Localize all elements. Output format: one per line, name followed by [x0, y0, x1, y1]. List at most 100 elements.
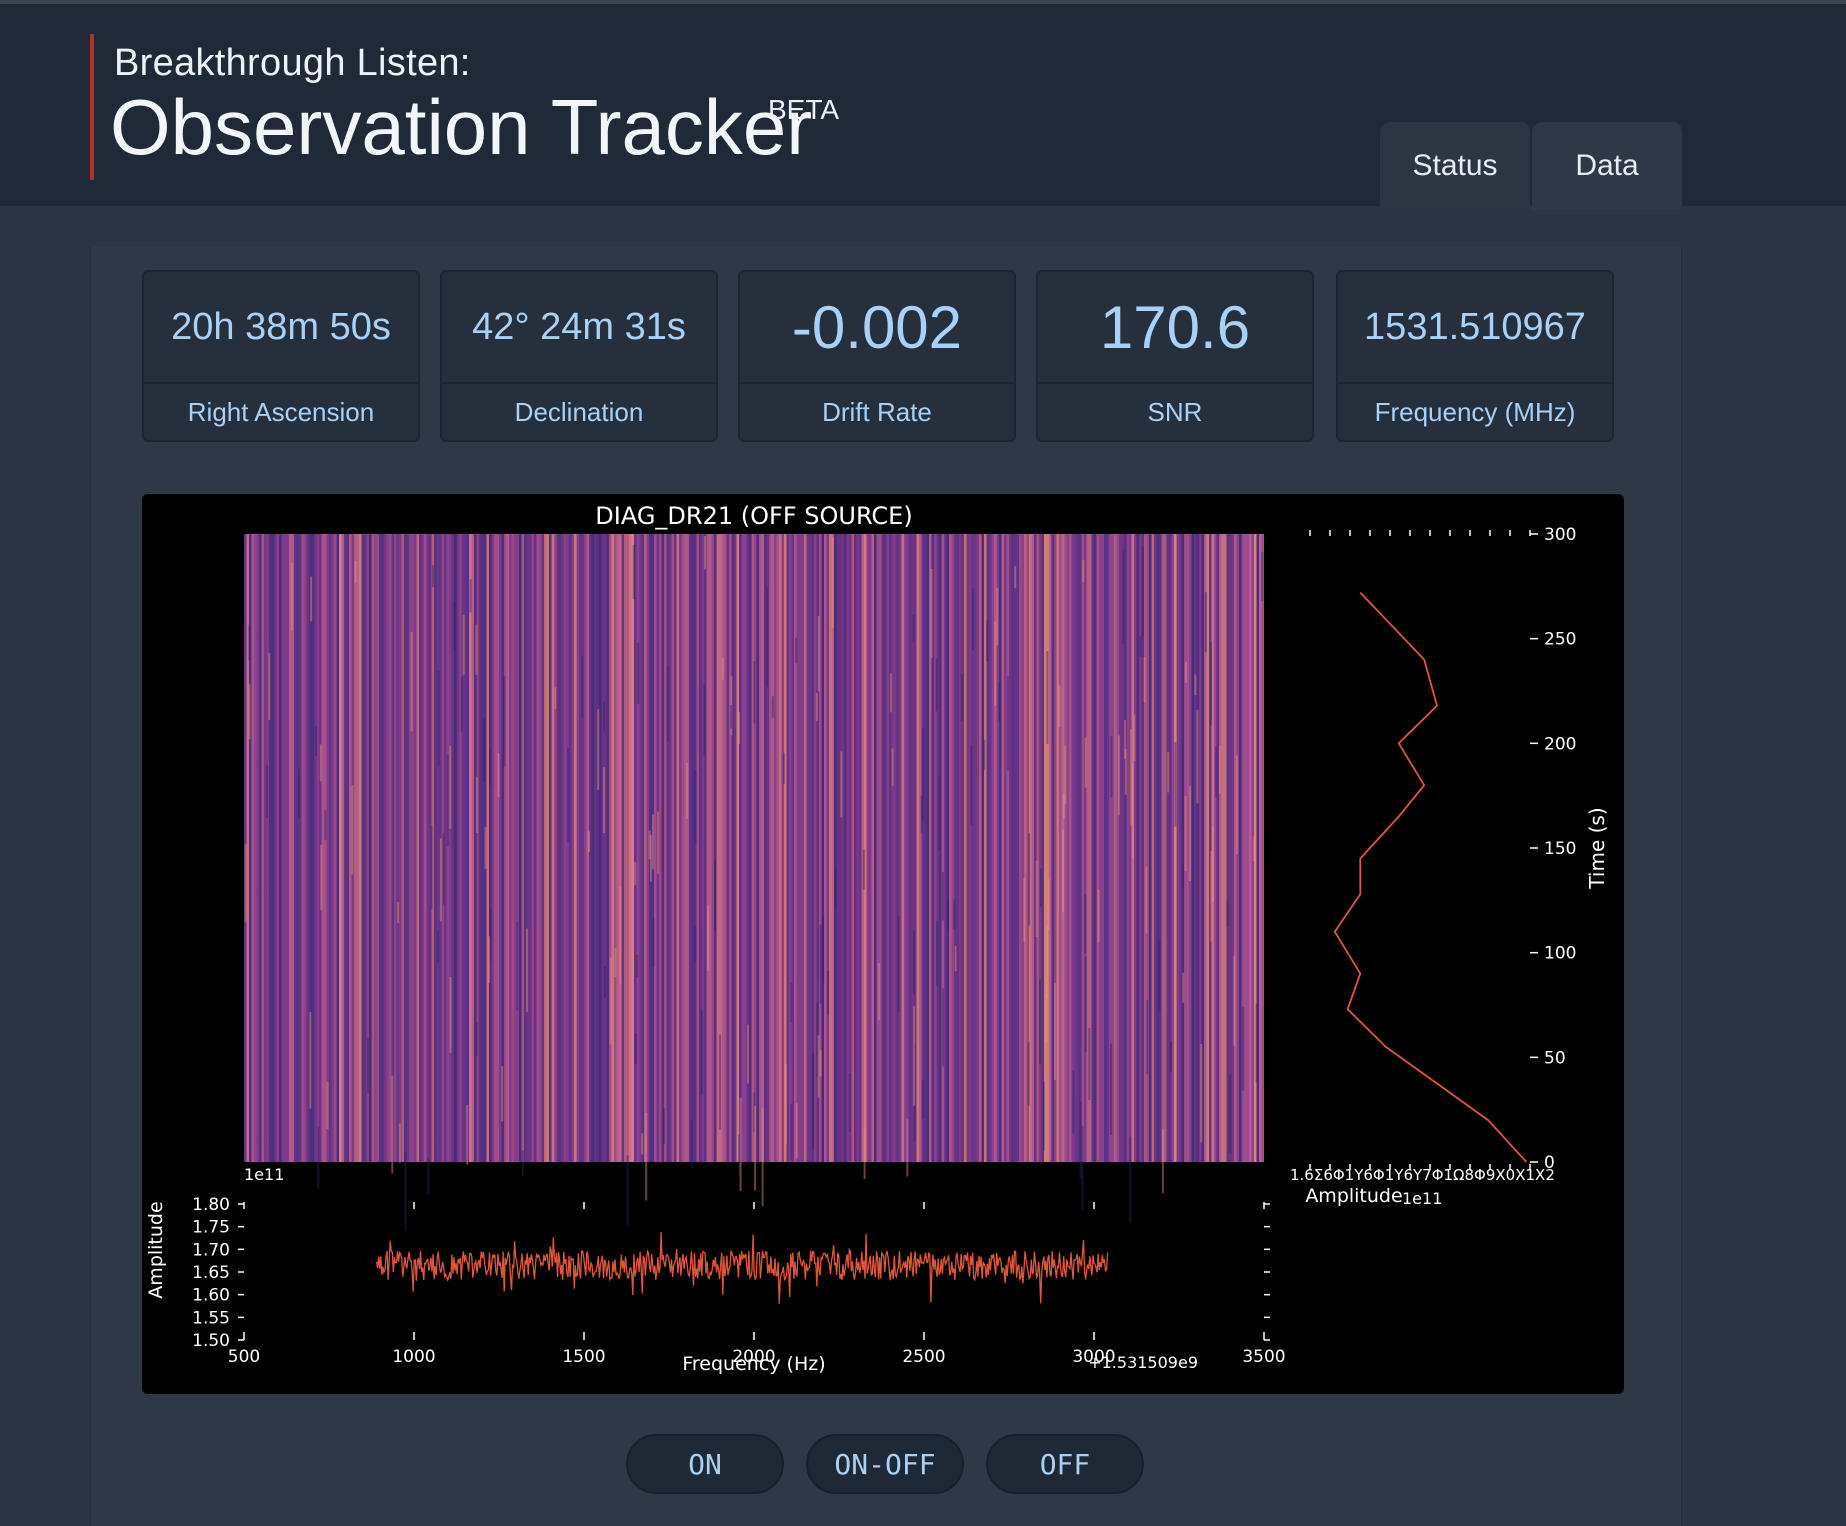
- heatmap-column: [656, 534, 660, 1162]
- heatmap-column: [396, 534, 400, 1162]
- heatmap-streak: [1061, 829, 1064, 913]
- heatmap-column: [1024, 534, 1027, 1162]
- heatmap-column: [1204, 534, 1207, 1162]
- y-axis-label-amplitude: Amplitude: [145, 1201, 167, 1298]
- heatmap-streak: [891, 748, 894, 787]
- heatmap-column: [594, 534, 597, 1162]
- heatmap-column: [431, 534, 435, 1162]
- heatmap-column: [1056, 534, 1060, 1162]
- heatmap-streak: [1181, 864, 1184, 889]
- x-tick-label: 1500: [562, 1347, 605, 1367]
- heatmap-column: [631, 534, 635, 1162]
- heatmap-column: [916, 534, 920, 1162]
- tab-data[interactable]: Data: [1532, 122, 1682, 210]
- heatmap-streak: [782, 752, 785, 784]
- heatmap-streak: [1084, 956, 1087, 1053]
- heatmap-streak: [822, 914, 825, 982]
- heatmap-streak: [1046, 651, 1049, 745]
- heatmap-streak: [1143, 657, 1146, 703]
- heatmap-column: [519, 534, 522, 1162]
- y-tick-label: 100: [1544, 944, 1576, 964]
- heatmap-column: [1084, 534, 1087, 1162]
- heatmap-streak: [657, 811, 660, 875]
- heatmap-column: [1026, 534, 1030, 1162]
- heatmap-column: [1176, 534, 1180, 1162]
- heatmap-column: [256, 534, 260, 1162]
- on-off-button[interactable]: ON-OFF: [806, 1434, 964, 1494]
- heatmap-streak: [1226, 900, 1229, 927]
- heatmap-column: [989, 534, 992, 1162]
- heatmap-streak: [1045, 994, 1048, 1042]
- heatmap-streak: [453, 601, 456, 650]
- heatmap-column: [1171, 534, 1175, 1162]
- heatmap-column: [484, 534, 487, 1162]
- heatmap-streak: [754, 1106, 757, 1191]
- heatmap-column: [1019, 534, 1022, 1162]
- heatmap-column: [716, 534, 720, 1162]
- app-header: Breakthrough Listen: Observation Tracker…: [0, 4, 1846, 210]
- heatmap-column: [696, 534, 700, 1162]
- heatmap-streak: [554, 687, 557, 709]
- heatmap-column: [624, 534, 627, 1162]
- heatmap-column: [1036, 534, 1040, 1162]
- heatmap-column: [561, 534, 565, 1162]
- heatmap-streak: [1129, 1136, 1132, 1223]
- heatmap-column: [766, 534, 770, 1162]
- heatmap-streak: [298, 768, 300, 819]
- x-tick-label: 500: [228, 1347, 260, 1367]
- heatmap-column: [1214, 534, 1217, 1162]
- heatmap-column: [814, 534, 817, 1162]
- heatmap-column: [271, 534, 275, 1162]
- heatmap-streak: [1229, 1074, 1232, 1154]
- heatmap-column: [1076, 534, 1080, 1162]
- heatmap-streak: [1200, 1043, 1203, 1143]
- heatmap-streak: [437, 671, 440, 766]
- heatmap-column: [1081, 534, 1085, 1162]
- heatmap-column: [501, 534, 505, 1162]
- heatmap-column: [444, 534, 447, 1162]
- on-button[interactable]: ON: [626, 1434, 784, 1494]
- heatmap-column: [331, 534, 335, 1162]
- heatmap-streak: [1139, 636, 1142, 658]
- heatmap-column: [1034, 534, 1037, 1162]
- heatmap-column: [1029, 534, 1032, 1162]
- heatmap-column: [936, 534, 940, 1162]
- heatmap-column: [741, 534, 745, 1162]
- heatmap-column: [394, 534, 397, 1162]
- heatmap-column: [509, 534, 512, 1162]
- heatmap-column: [1224, 534, 1227, 1162]
- heatmap-streak: [521, 1150, 524, 1177]
- heatmap-column: [531, 534, 535, 1162]
- heatmap-column: [334, 534, 337, 1162]
- heatmap-streak: [244, 843, 247, 922]
- heatmap-streak: [1242, 1006, 1245, 1091]
- heatmap-column: [856, 534, 860, 1162]
- heatmap-column: [881, 534, 885, 1162]
- y-tick-label: 150: [1544, 839, 1576, 859]
- heatmap-column: [689, 534, 692, 1162]
- heatmap-column: [1136, 534, 1140, 1162]
- heatmap-streak: [913, 1043, 916, 1141]
- heatmap-streak: [1124, 749, 1127, 795]
- heatmap-streak: [1219, 745, 1221, 794]
- y-tick-label: 200: [1544, 734, 1576, 754]
- heatmap-column: [729, 534, 732, 1162]
- y-tick-label: 1.70: [192, 1240, 230, 1260]
- heatmap-column: [1151, 534, 1155, 1162]
- heatmap-column: [621, 534, 625, 1162]
- tab-status[interactable]: Status: [1380, 122, 1530, 210]
- heatmap-column: [1254, 534, 1257, 1162]
- heatmap-streak: [1040, 868, 1042, 908]
- heatmap-column: [1156, 534, 1160, 1162]
- heatmap-column: [449, 534, 452, 1162]
- heatmap-streak: [1014, 566, 1017, 589]
- metric-value: 1531.510967: [1364, 305, 1586, 348]
- heatmap-column: [886, 534, 890, 1162]
- heatmap-streak: [1047, 879, 1050, 930]
- heatmap-column: [454, 534, 457, 1162]
- heatmap-streak: [290, 563, 293, 631]
- heatmap-column: [1079, 534, 1082, 1162]
- off-button[interactable]: OFF: [986, 1434, 1144, 1494]
- heatmap-column: [1146, 534, 1150, 1162]
- metric-card-drift-rate: -0.002 Drift Rate: [738, 270, 1016, 442]
